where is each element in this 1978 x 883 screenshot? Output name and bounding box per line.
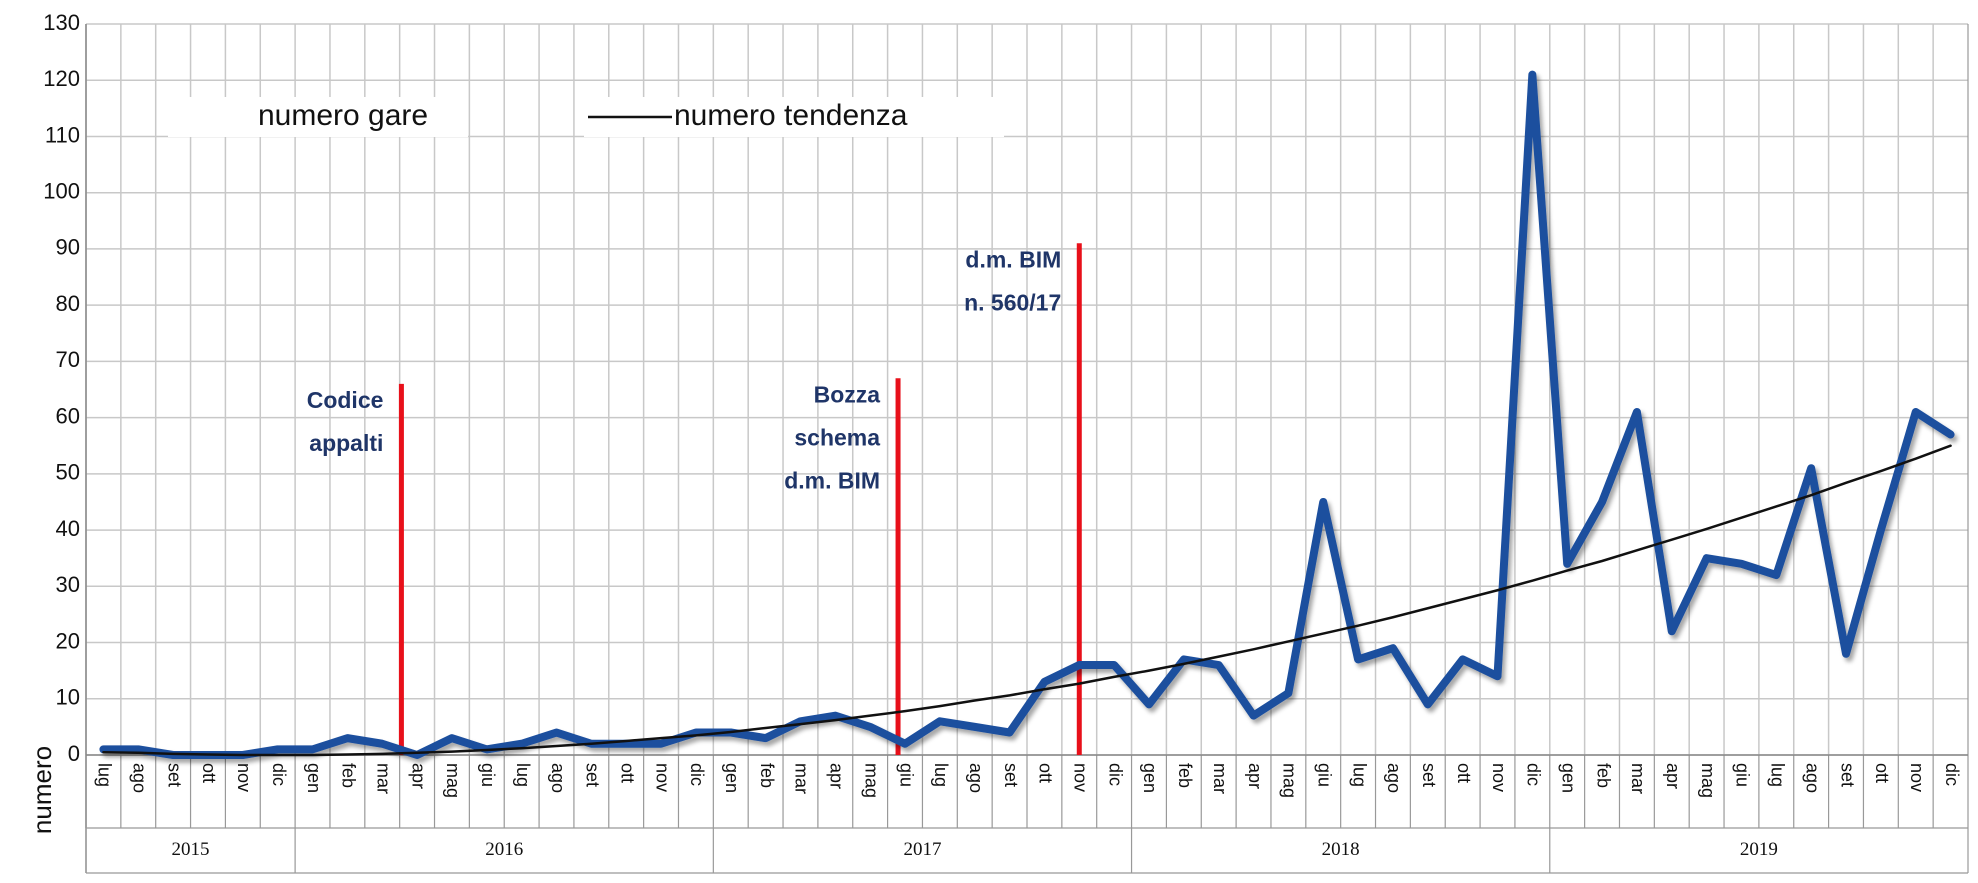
x-tick-label: dic bbox=[687, 763, 707, 786]
x-tick-label: mar bbox=[1628, 763, 1648, 794]
x-tick-label: ott bbox=[617, 763, 637, 783]
x-tick-label: ago bbox=[966, 763, 986, 793]
x-tick-label: ago bbox=[130, 763, 150, 793]
x-tick-label: mar bbox=[1210, 763, 1230, 794]
x-tick-label: lug bbox=[1768, 763, 1788, 787]
legend-label: numero tendenza bbox=[674, 99, 908, 132]
x-tick-label: giu bbox=[478, 763, 498, 787]
y-tick-label: 100 bbox=[43, 179, 80, 204]
y-tick-label: 30 bbox=[56, 572, 80, 597]
y-tick-label: 0 bbox=[68, 741, 80, 766]
x-tick-label: lug bbox=[1349, 763, 1369, 787]
y-tick-label: 40 bbox=[56, 516, 80, 541]
year-label: 2017 bbox=[903, 839, 941, 860]
x-tick-label: dic bbox=[1524, 763, 1544, 786]
x-tick-label: set bbox=[1001, 763, 1021, 787]
x-tick-label: feb bbox=[339, 763, 359, 788]
trend-line bbox=[102, 444, 1952, 757]
x-tick-label: dic bbox=[269, 763, 289, 786]
x-tick-label: gen bbox=[1558, 763, 1578, 793]
year-label: 2019 bbox=[1740, 839, 1778, 860]
annotation-text: n. 560/17 bbox=[964, 289, 1061, 315]
x-tick-label: nov bbox=[1907, 763, 1927, 792]
x-tick-label: apr bbox=[1663, 763, 1683, 789]
y-tick-label: 80 bbox=[56, 291, 80, 316]
x-tick-label: feb bbox=[1175, 763, 1195, 788]
x-tick-label: feb bbox=[757, 763, 777, 788]
x-tick-label: ott bbox=[1454, 763, 1474, 783]
x-tick-label: apr bbox=[408, 763, 428, 789]
x-tick-label: ago bbox=[1802, 763, 1822, 793]
x-tick-label: nov bbox=[234, 763, 254, 792]
x-tick-label: ott bbox=[1036, 763, 1056, 783]
x-tick-label: lug bbox=[513, 763, 533, 787]
x-tick-label: nov bbox=[1071, 763, 1091, 792]
annotation-text: appalti bbox=[309, 430, 383, 456]
x-tick-label: mag bbox=[861, 763, 881, 798]
year-label: 2018 bbox=[1322, 839, 1360, 860]
x-tick-label: ago bbox=[1384, 763, 1404, 793]
y-tick-label: 110 bbox=[45, 122, 80, 147]
x-tick-label: apr bbox=[1245, 763, 1265, 789]
y-tick-label: 10 bbox=[56, 685, 80, 710]
x-tick-label: set bbox=[164, 763, 184, 787]
annotation-text: Codice bbox=[307, 387, 384, 413]
x-tick-label: apr bbox=[827, 763, 847, 789]
x-tick-label: ott bbox=[199, 763, 219, 783]
x-tick-label: set bbox=[1419, 763, 1439, 787]
legend-label: numero gare bbox=[258, 99, 428, 132]
x-tick-label: mag bbox=[443, 763, 463, 798]
x-tick-label: gen bbox=[1140, 763, 1160, 793]
y-tick-label: 130 bbox=[43, 10, 80, 35]
annotation-text: schema bbox=[794, 424, 880, 450]
x-tick-label: giu bbox=[896, 763, 916, 787]
x-tick-label: mag bbox=[1698, 763, 1718, 798]
x-tick-label: mar bbox=[792, 763, 812, 794]
x-tick-label: dic bbox=[1942, 763, 1962, 786]
y-tick-label: 50 bbox=[56, 460, 80, 485]
x-tick-label: ago bbox=[548, 763, 568, 793]
annotation-text: Bozza bbox=[814, 381, 881, 407]
x-tick-label: nov bbox=[1489, 763, 1509, 792]
y-axis-label: numero bbox=[27, 746, 57, 834]
x-tick-label: giu bbox=[1733, 763, 1753, 787]
x-tick-label: mag bbox=[1280, 763, 1300, 798]
x-tick-label: lug bbox=[95, 763, 115, 787]
y-tick-label: 120 bbox=[43, 66, 80, 91]
year-label: 2015 bbox=[172, 839, 210, 860]
x-tick-label: feb bbox=[1593, 763, 1613, 788]
x-tick-label: lug bbox=[931, 763, 951, 787]
annotation-text: d.m. BIM bbox=[784, 467, 880, 493]
x-tick-label: dic bbox=[1105, 763, 1125, 786]
x-tick-label: set bbox=[583, 763, 603, 787]
annotation-text: d.m. BIM bbox=[965, 246, 1061, 272]
x-tick-label: mar bbox=[373, 763, 393, 794]
x-tick-label: gen bbox=[722, 763, 742, 793]
x-tick-label: ott bbox=[1872, 763, 1892, 783]
y-tick-label: 60 bbox=[56, 403, 80, 428]
y-tick-label: 20 bbox=[56, 628, 80, 653]
year-label: 2016 bbox=[485, 839, 523, 860]
x-tick-label: gen bbox=[304, 763, 324, 793]
x-tick-label: set bbox=[1837, 763, 1857, 787]
y-tick-label: 70 bbox=[56, 347, 80, 372]
x-tick-label: nov bbox=[652, 763, 672, 792]
y-tick-label: 90 bbox=[56, 235, 80, 260]
x-tick-label: giu bbox=[1314, 763, 1334, 787]
